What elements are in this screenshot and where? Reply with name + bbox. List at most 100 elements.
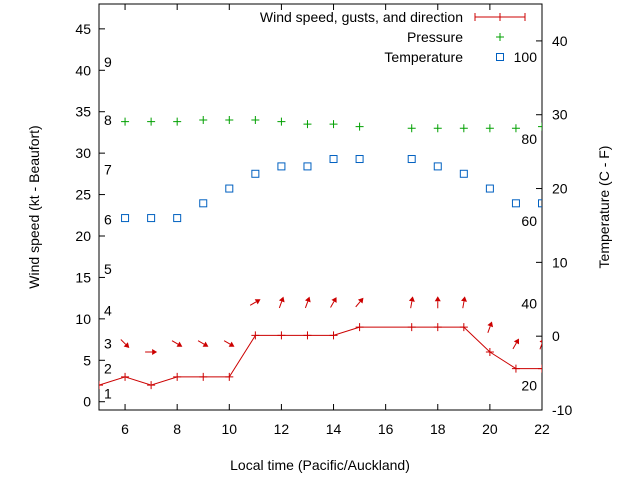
temperature-point bbox=[173, 214, 182, 223]
wind-arrow-shaft bbox=[462, 301, 465, 309]
fahrenheit-label: 100 bbox=[514, 49, 538, 65]
beaufort-label: 3 bbox=[104, 336, 112, 352]
wind-direction-arrow bbox=[461, 296, 467, 309]
wind-speed-point bbox=[99, 381, 103, 390]
pressure-point bbox=[225, 116, 234, 124]
wind-arrow-head bbox=[487, 321, 494, 328]
wind-direction-arrow bbox=[145, 349, 158, 355]
pressure-point bbox=[485, 124, 494, 133]
legend-temperature-sample bbox=[496, 53, 504, 61]
pressure-point bbox=[511, 124, 520, 133]
plot-frame bbox=[98, 3, 543, 411]
beaufort-label: 7 bbox=[104, 162, 112, 178]
x-axis-label: Local time (Pacific/Auckland) bbox=[230, 457, 410, 473]
wind-arrow-head bbox=[278, 296, 285, 303]
temperature-point bbox=[485, 184, 494, 193]
x-tick-label: 6 bbox=[121, 421, 129, 437]
wind-direction-arrow bbox=[171, 340, 183, 347]
axes: 6 8 10 12 14 16 18 20 22051015202530354045-10010… bbox=[75, 3, 572, 437]
legend-pressure-label: Pressure bbox=[407, 29, 463, 45]
pressure-point bbox=[251, 116, 260, 124]
temperature-point bbox=[277, 162, 286, 171]
x-tick-label: 12 bbox=[274, 421, 290, 437]
wind-speed-point bbox=[251, 331, 260, 340]
wind-direction-arrow bbox=[487, 321, 494, 333]
x-tick-label: 10 bbox=[222, 421, 238, 437]
legend-pressure-sample bbox=[496, 33, 504, 41]
temperature-point bbox=[407, 155, 416, 164]
x-tick-label: 22 bbox=[534, 421, 550, 437]
legend-wind-label: Wind speed, gusts, and direction bbox=[260, 9, 463, 25]
y-tick-label: 0 bbox=[83, 394, 91, 410]
pressure-point bbox=[433, 124, 442, 133]
wind-direction-arrow bbox=[120, 339, 130, 348]
y2-tick-label: 40 bbox=[552, 33, 568, 49]
wind-speed-point bbox=[433, 323, 442, 332]
wind-arrow-head bbox=[331, 297, 337, 303]
wind-arrow-shaft bbox=[330, 301, 335, 308]
wind-direction-arrow bbox=[355, 297, 364, 308]
temperature-point bbox=[225, 184, 234, 193]
x-tick-label: 8 bbox=[173, 421, 181, 437]
wind-arrow-head bbox=[176, 341, 183, 347]
temperature-point bbox=[147, 214, 156, 223]
temperature-point bbox=[459, 169, 468, 178]
wind-arrow-head bbox=[304, 296, 311, 303]
wind-direction-arrow bbox=[304, 296, 311, 309]
wind-speed-point bbox=[485, 348, 494, 356]
wind-arrow-shaft bbox=[120, 339, 127, 345]
beaufort-label: 6 bbox=[104, 211, 112, 227]
y-tick-label: 20 bbox=[75, 228, 91, 244]
wind-arrow-shaft bbox=[512, 342, 517, 350]
wind-speed-point bbox=[147, 381, 156, 390]
pressure-point bbox=[329, 120, 338, 129]
y2-tick-label: 20 bbox=[552, 181, 568, 197]
fahrenheit-label: 80 bbox=[521, 131, 537, 147]
x-tick-label: 20 bbox=[482, 421, 498, 437]
wind-arrow-head bbox=[513, 338, 520, 345]
y-tick-label: 15 bbox=[75, 269, 91, 285]
pressure-point bbox=[538, 122, 542, 131]
legend-temperature-label: Temperature bbox=[384, 49, 463, 65]
wind-arrow-head bbox=[434, 296, 441, 302]
temperature-point bbox=[511, 199, 520, 208]
y2-tick-label: -10 bbox=[552, 402, 572, 418]
pressure-point bbox=[121, 117, 130, 126]
wind-arrow-shaft bbox=[171, 340, 179, 345]
wind-speed-point bbox=[225, 372, 234, 381]
temperature-point bbox=[329, 155, 338, 164]
wind-direction-arrow bbox=[539, 339, 542, 350]
pressure-point bbox=[355, 122, 364, 131]
wind-speed-point bbox=[199, 372, 208, 381]
temperature-point bbox=[251, 169, 260, 178]
beaufort-label: 4 bbox=[104, 303, 112, 319]
beaufort-label: 9 bbox=[104, 54, 112, 70]
legend-wind-sample-caps bbox=[474, 13, 526, 21]
wind-arrow-shaft bbox=[223, 340, 231, 345]
y-axis-label: Wind speed (kt - Beaufort) bbox=[26, 125, 42, 288]
wind-speed-point bbox=[459, 323, 468, 332]
temperature-point bbox=[199, 199, 208, 208]
fahrenheit-label: 60 bbox=[521, 213, 537, 229]
wind-direction-arrow bbox=[408, 296, 415, 309]
legend-wind-sample-marker bbox=[496, 13, 504, 21]
y-tick-label: 30 bbox=[75, 145, 91, 161]
beaufort-label: 5 bbox=[104, 261, 112, 277]
y-tick-label: 45 bbox=[75, 21, 91, 37]
wind-direction-arrow bbox=[278, 296, 285, 309]
wind-arrow-head bbox=[461, 296, 467, 302]
wind-direction-arrow bbox=[223, 340, 235, 347]
temperature-point bbox=[433, 162, 442, 171]
wind-direction-arrow bbox=[434, 296, 441, 309]
y2-tick-label: 30 bbox=[552, 107, 568, 123]
temperature-point bbox=[355, 155, 364, 164]
beaufort-label: 1 bbox=[104, 385, 112, 401]
wind-arrow-head bbox=[357, 297, 364, 304]
wind-direction-arrow bbox=[330, 297, 337, 308]
wind-arrow-head bbox=[539, 339, 542, 343]
legend: Wind speed, gusts, and direction Pressur… bbox=[260, 9, 526, 65]
pressure-point bbox=[303, 120, 312, 129]
pressure-point bbox=[407, 124, 416, 133]
wind-arrow-shaft bbox=[410, 301, 413, 309]
wind-speed-point bbox=[511, 364, 520, 373]
